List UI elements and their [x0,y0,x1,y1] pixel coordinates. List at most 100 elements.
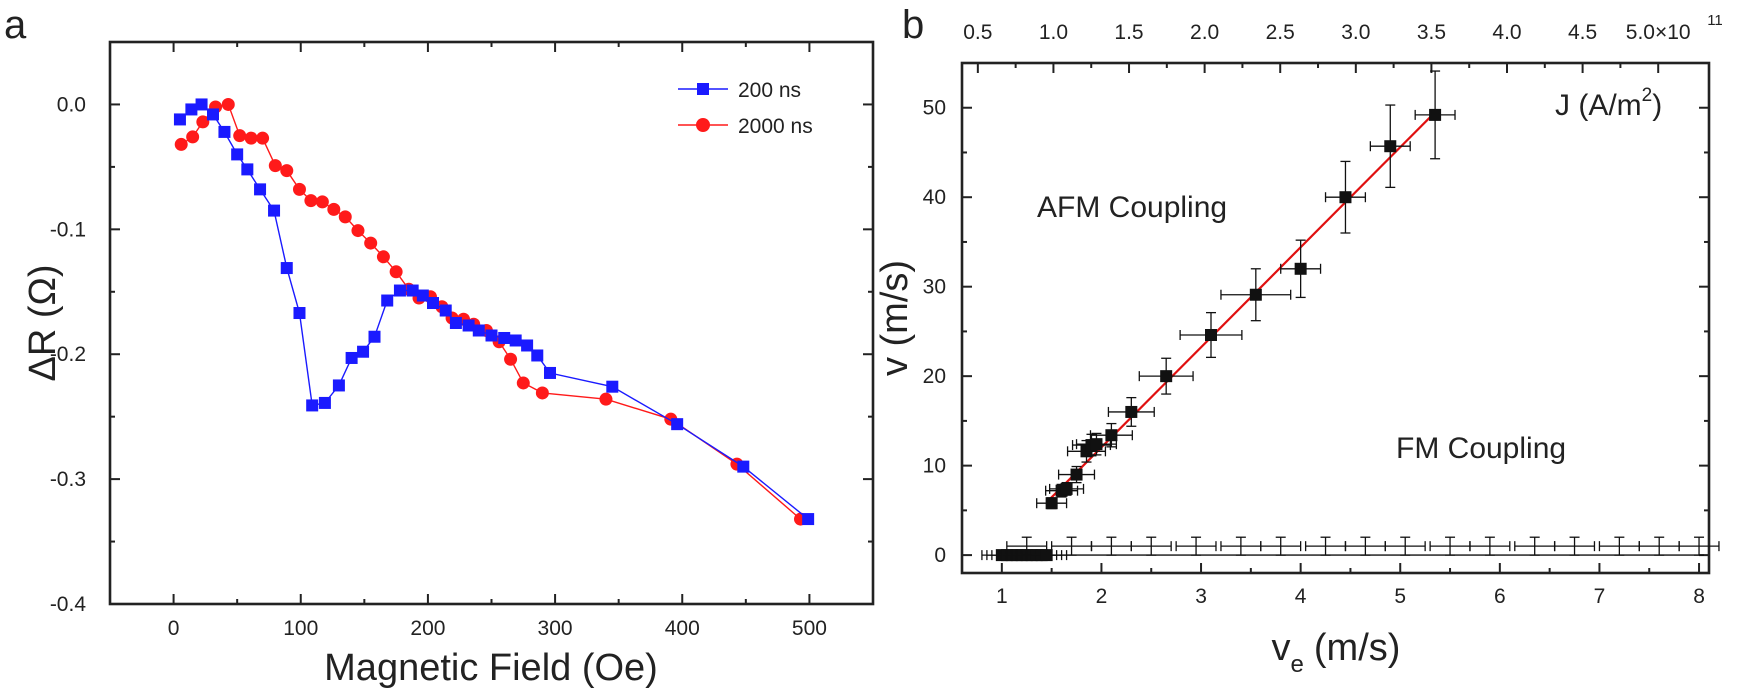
top-tick-label: 1.5 [1114,21,1143,44]
data-point-square [416,289,429,302]
data-point-square [1070,468,1083,481]
data-point-square [439,304,452,317]
y-tick-label: 10 [923,455,946,478]
data-point-circle [221,97,235,111]
data-point-circle [376,250,390,264]
x-tick-label: 100 [283,617,318,640]
x-tick-label: 7 [1594,585,1606,608]
y-tick-label: 0 [934,544,946,567]
x-tick-label: 8 [1693,585,1705,608]
data-point-circle [174,137,188,151]
data-point-square [280,262,293,275]
panel-b-y-axis-title: v (m/s) [874,260,916,376]
data-point-square [306,399,319,412]
data-point-square [1294,262,1307,275]
x-tick-label: 5 [1394,585,1406,608]
panel-a-ticks: 0 100 200 300 400 500 0.0 -0.1 -0.2 -0.3 -0.4 [50,42,873,640]
top-tick-label: 2.0 [1190,21,1219,44]
data-point-square [1205,329,1217,341]
x-tick-label: 3 [1195,585,1207,608]
data-point-square [1160,370,1173,383]
data-point-circle [504,352,518,366]
data-point-square [1339,191,1352,204]
data-point-circle [535,386,549,400]
data-point-circle [186,130,200,144]
x-tick-label: 2 [1096,585,1108,608]
panel-a-legend: 200 ns 2000 ns [678,79,813,138]
data-point-circle [599,392,613,406]
legend-label-2000ns: 2000 ns [738,115,813,138]
data-point-square [737,460,750,473]
data-point-square [462,319,475,332]
data-point-square [606,380,619,393]
data-point-square [1125,405,1138,418]
panel-a-y-axis-title: ΔR (Ω) [22,264,64,381]
data-point-circle [256,131,270,145]
data-point-circle [516,376,530,390]
top-tick-label: 5.0×10 [1626,21,1691,44]
panel-b-letter: b [902,3,924,47]
data-point-square [472,324,485,337]
data-point-square [427,297,440,310]
legend-marker-200ns [697,83,709,95]
y-tick-label: 50 [923,97,946,120]
y-tick-label: -0.2 [50,343,86,366]
data-point-square [173,113,186,126]
panel-a: a 0 100 200 300 400 500 0.0 -0.1 -0.2 -0.3 -0.4 20… [4,3,875,689]
top-tick-label: 1.0 [1039,21,1068,44]
panel-a-series [173,97,815,526]
data-point-square [406,284,419,297]
data-point-square [207,108,220,121]
top-tick-label: 0.5 [963,21,992,44]
y-tick-label: -0.1 [50,218,86,241]
data-point-circle [364,236,378,250]
data-point-square [345,351,358,364]
legend-marker-2000ns [696,118,710,132]
x-tick-label: 6 [1494,585,1506,608]
top-tick-label: 3.0 [1341,21,1370,44]
data-point-square [1045,497,1058,510]
data-point-square [1060,482,1073,495]
y-tick-label: 40 [923,186,946,209]
panel-b-frame [960,61,1711,575]
data-point-square [368,330,381,343]
data-point-square [332,379,345,392]
x-tick-label: 200 [410,617,445,640]
x-tick-label: 300 [538,617,573,640]
data-point-square [509,334,522,347]
data-point-square [1090,438,1103,451]
data-point-circle [268,159,282,173]
legend-label-200ns: 200 ns [738,79,801,102]
data-point-circle [351,224,365,238]
data-point-square [543,366,556,379]
data-point-square [218,125,231,138]
data-point-circle [292,182,306,196]
y-tick-label: -0.3 [50,468,86,491]
y-tick-label: 30 [923,276,946,299]
top-axis-label: J (A/m2) [1555,85,1662,122]
data-point-square [498,331,511,344]
data-point-square [1384,140,1397,153]
top-tick-label: 2.5 [1266,21,1295,44]
afm-coupling-annotation: AFM Coupling [1037,191,1227,224]
data-point-square [1249,288,1262,301]
x-tick-label: 0 [168,617,180,640]
data-point-circle [244,131,258,145]
data-point-square [531,349,544,362]
data-point-square [485,329,498,342]
data-point-square [671,418,684,431]
top-axis-exponent: 11 [1707,12,1723,29]
data-point-square [231,148,244,161]
data-point-circle [304,194,318,208]
data-point-square [1040,549,1053,562]
data-point-circle [327,202,341,216]
data-point-circle [233,129,247,143]
panel-a-letter: a [4,3,27,47]
fm-coupling-annotation: FM Coupling [1396,432,1566,465]
data-point-circle [389,265,403,279]
data-point-square [195,98,208,111]
data-point-square [241,163,254,176]
data-point-square [1105,429,1118,442]
y-tick-label: -0.4 [50,593,87,616]
